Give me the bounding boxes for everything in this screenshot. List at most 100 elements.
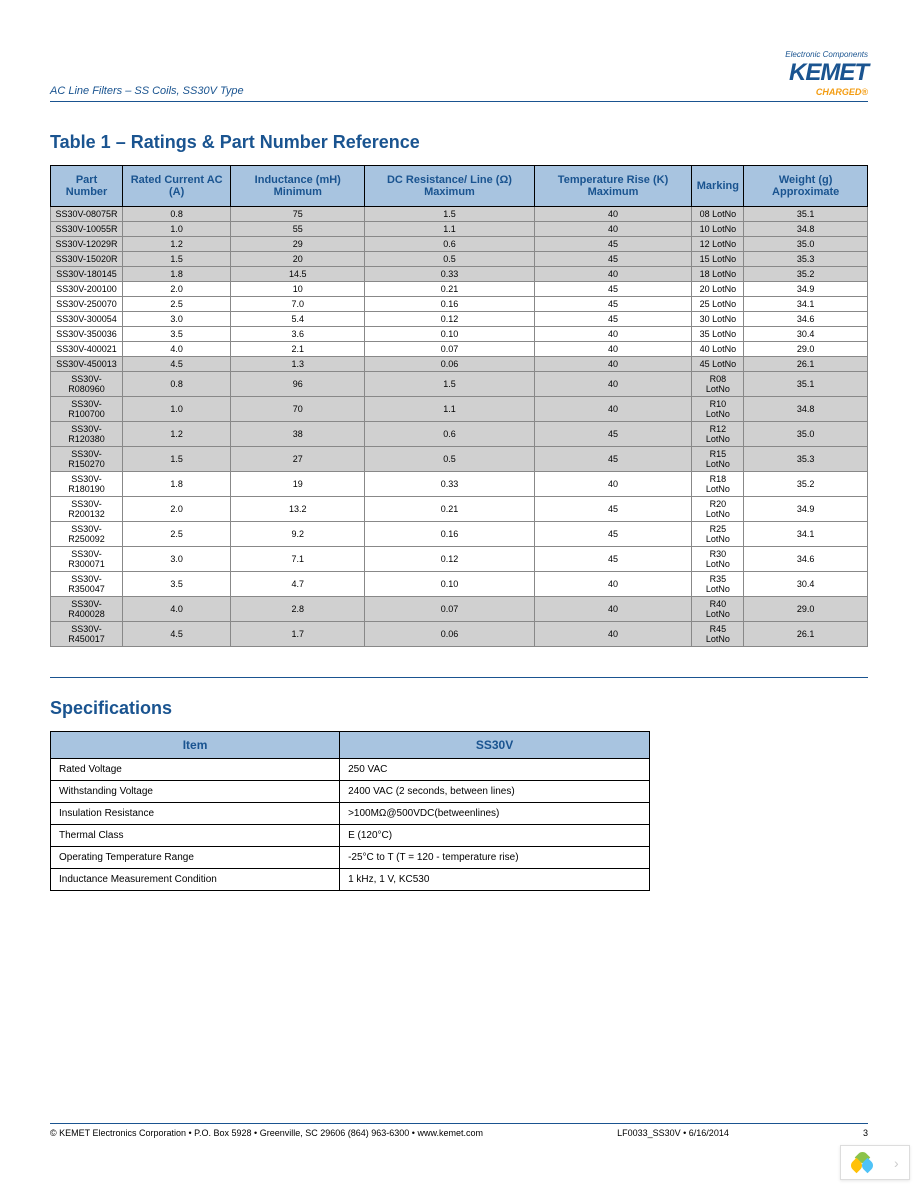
table-cell: 35.0 [744, 237, 868, 252]
table-row: SS30V-3000543.05.40.124530 LotNo34.6 [51, 312, 868, 327]
table-cell: Insulation Resistance [51, 803, 340, 825]
table-cell: SS30V-350036 [51, 327, 123, 342]
table-cell: SS30V-250070 [51, 297, 123, 312]
table-cell: SS30V-R350047 [51, 572, 123, 597]
table-cell: 25 LotNo [692, 297, 744, 312]
section-divider [50, 677, 868, 678]
table-cell: 40 [534, 572, 692, 597]
table-cell: SS30V-R100700 [51, 397, 123, 422]
table-row: SS30V-4000214.02.10.074040 LotNo29.0 [51, 342, 868, 357]
table-row: SS30V-R0809600.8961.540R08 LotNo35.1 [51, 372, 868, 397]
table-cell: 3.5 [123, 572, 231, 597]
table-cell: 0.07 [365, 597, 534, 622]
table-cell: 4.5 [123, 357, 231, 372]
table-cell: 29.0 [744, 597, 868, 622]
table-cell: 1.8 [123, 267, 231, 282]
table-cell: 45 [534, 522, 692, 547]
table-cell: SS30V-R300071 [51, 547, 123, 572]
table-cell: E (120°C) [340, 825, 650, 847]
table-cell: 45 [534, 497, 692, 522]
table-row: Rated Voltage250 VAC [51, 759, 650, 781]
table-cell: 45 LotNo [692, 357, 744, 372]
ratings-column-header: Weight (g) Approximate [744, 166, 868, 207]
table-cell: R40 LotNo [692, 597, 744, 622]
ratings-column-header: Temperature Rise (K) Maximum [534, 166, 692, 207]
table-cell: 10 [231, 282, 365, 297]
table-cell: 35 LotNo [692, 327, 744, 342]
ratings-column-header: Part Number [51, 166, 123, 207]
logo-tagline-sub: CHARGED® [785, 87, 868, 97]
table-row: SS30V-R2500922.59.20.1645R25 LotNo34.1 [51, 522, 868, 547]
floating-widget[interactable]: › [840, 1145, 910, 1180]
table-cell: 35.2 [744, 267, 868, 282]
table-cell: 2.0 [123, 497, 231, 522]
table-cell: Operating Temperature Range [51, 847, 340, 869]
table-cell: 1 kHz, 1 V, KC530 [340, 869, 650, 891]
table-cell: 40 [534, 597, 692, 622]
table-cell: R25 LotNo [692, 522, 744, 547]
table-cell: 0.5 [365, 447, 534, 472]
table-cell: 0.12 [365, 547, 534, 572]
table-cell: SS30V-200100 [51, 282, 123, 297]
table-cell: 40 [534, 372, 692, 397]
table-cell: 15 LotNo [692, 252, 744, 267]
table-cell: SS30V-10055R [51, 222, 123, 237]
table-cell: 1.0 [123, 397, 231, 422]
specs-table: Item SS30V Rated Voltage250 VACWithstand… [50, 731, 650, 891]
table-row: Thermal ClassE (120°C) [51, 825, 650, 847]
table-cell: 0.6 [365, 237, 534, 252]
table-cell: 2.1 [231, 342, 365, 357]
table-cell: 5.4 [231, 312, 365, 327]
table-row: SS30V-2500702.57.00.164525 LotNo34.1 [51, 297, 868, 312]
table-cell: 40 LotNo [692, 342, 744, 357]
table-cell: R08 LotNo [692, 372, 744, 397]
page-footer: © KEMET Electronics Corporation • P.O. B… [50, 1123, 868, 1138]
table-row: SS30V-08075R0.8751.54008 LotNo35.1 [51, 207, 868, 222]
table-row: Insulation Resistance>100MΩ@500VDC(betwe… [51, 803, 650, 825]
table-cell: 10 LotNo [692, 222, 744, 237]
table-cell: R45 LotNo [692, 622, 744, 647]
table-cell: R18 LotNo [692, 472, 744, 497]
table-cell: 96 [231, 372, 365, 397]
table-row: SS30V-15020R1.5200.54515 LotNo35.3 [51, 252, 868, 267]
table-cell: 40 [534, 472, 692, 497]
table-cell: SS30V-08075R [51, 207, 123, 222]
table-cell: 35.3 [744, 252, 868, 267]
table-cell: 34.1 [744, 297, 868, 312]
table-cell: 4.5 [123, 622, 231, 647]
table-cell: 2.0 [123, 282, 231, 297]
footer-docid: LF0033_SS30V • 6/16/2014 [617, 1128, 729, 1138]
table-cell: 4.0 [123, 342, 231, 357]
table1-caption: Table 1 – Ratings & Part Number Referenc… [50, 132, 868, 153]
table-row: SS30V-R1502701.5270.545R15 LotNo35.3 [51, 447, 868, 472]
table-cell: 3.6 [231, 327, 365, 342]
logo-text: KEMET [785, 59, 868, 87]
table-cell: 0.10 [365, 572, 534, 597]
table-cell: 3.0 [123, 312, 231, 327]
table-cell: 1.2 [123, 237, 231, 252]
table-cell: 0.16 [365, 522, 534, 547]
table-cell: 45 [534, 547, 692, 572]
table-row: Operating Temperature Range-25°C to T (T… [51, 847, 650, 869]
table-row: SS30V-1801451.814.50.334018 LotNo35.2 [51, 267, 868, 282]
ratings-table: Part NumberRated Current AC (A)Inductanc… [50, 165, 868, 647]
table-row: Withstanding Voltage2400 VAC (2 seconds,… [51, 781, 650, 803]
table-cell: SS30V-R150270 [51, 447, 123, 472]
table-cell: 45 [534, 422, 692, 447]
table-cell: 40 [534, 267, 692, 282]
table-row: SS30V-10055R1.0551.14010 LotNo34.8 [51, 222, 868, 237]
table-cell: 30.4 [744, 572, 868, 597]
table-cell: 26.1 [744, 357, 868, 372]
table-cell: Rated Voltage [51, 759, 340, 781]
table-row: SS30V-3500363.53.60.104035 LotNo30.4 [51, 327, 868, 342]
table-cell: 34.6 [744, 547, 868, 572]
chevron-right-icon[interactable]: › [894, 1155, 899, 1171]
footer-pagenum: 3 [863, 1128, 868, 1138]
table-cell: 1.8 [123, 472, 231, 497]
table-cell: 12 LotNo [692, 237, 744, 252]
table-cell: 29.0 [744, 342, 868, 357]
table-cell: 0.33 [365, 472, 534, 497]
table-cell: Withstanding Voltage [51, 781, 340, 803]
table-row: SS30V-R1801901.8190.3340R18 LotNo35.2 [51, 472, 868, 497]
table-cell: 40 [534, 327, 692, 342]
